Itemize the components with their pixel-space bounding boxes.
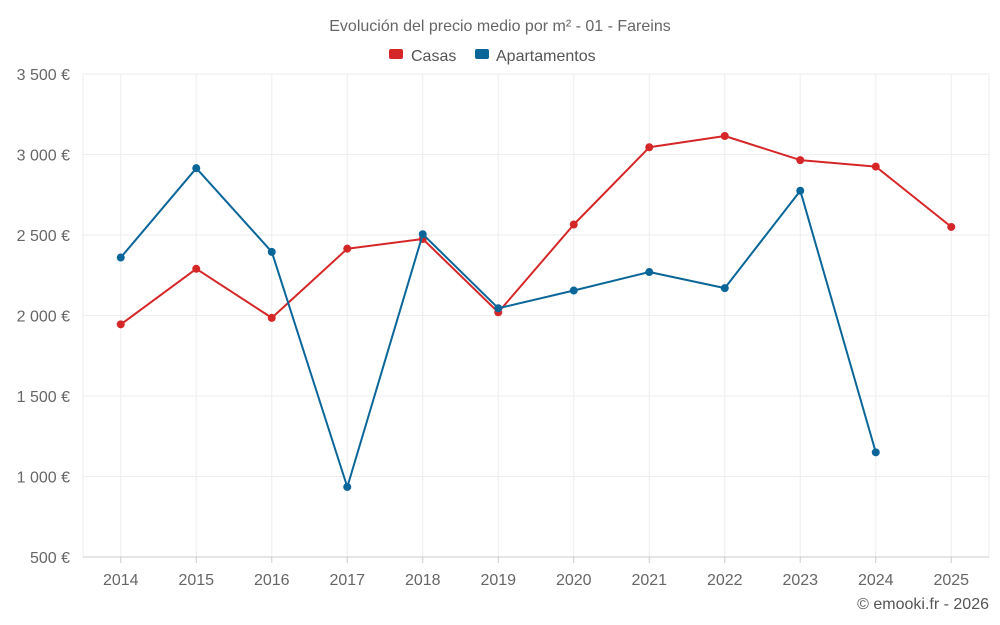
data-point-apartamentos[interactable] [116, 253, 125, 262]
x-tick-label: 2024 [858, 572, 894, 589]
data-point-apartamentos[interactable] [871, 448, 880, 457]
data-point-casas[interactable] [267, 313, 276, 322]
data-point-casas[interactable] [796, 156, 805, 165]
data-point-casas[interactable] [947, 222, 956, 231]
data-point-apartamentos[interactable] [494, 304, 503, 313]
x-tick-label: 2020 [556, 572, 592, 589]
legend-label-casas: Casas [411, 48, 456, 65]
series-line-casas [120, 135, 952, 326]
data-point-apartamentos[interactable] [267, 247, 276, 256]
y-tick-label: 500 € [30, 550, 70, 567]
data-point-apartamentos[interactable] [720, 284, 729, 293]
data-point-casas[interactable] [645, 143, 654, 152]
legend[interactable]: Casas Apartamentos [389, 48, 596, 65]
x-tick-label: 2021 [631, 572, 667, 589]
legend-item-apartamentos[interactable]: Apartamentos [475, 48, 596, 65]
legend-swatch-apartamentos [475, 49, 489, 59]
data-point-casas[interactable] [720, 131, 729, 140]
grid [82, 73, 990, 557]
data-point-casas[interactable] [343, 244, 352, 253]
data-point-apartamentos[interactable] [192, 164, 201, 173]
x-tick-label: 2015 [178, 572, 214, 589]
y-tick-label: 2 000 € [17, 309, 70, 326]
y-tick-label: 1 500 € [17, 389, 70, 406]
x-axis: 2014 2015 2016 2017 2018 2019 2020 2021 2022 2023… [83, 556, 989, 589]
y-axis: 500 € 1 000 € 1 500 € 2 000 € 2 500 € 3 000 €… [17, 67, 70, 567]
data-point-casas[interactable] [569, 220, 578, 229]
x-tick-label: 2017 [329, 572, 365, 589]
legend-item-casas[interactable]: Casas [389, 48, 456, 65]
data-point-apartamentos[interactable] [418, 230, 427, 239]
chart-title: Evolución del precio medio por m² - 01 -… [329, 18, 670, 35]
x-tick-label: 2016 [254, 572, 290, 589]
data-point-casas[interactable] [116, 320, 125, 329]
x-tick-label: 2023 [782, 572, 818, 589]
data-point-apartamentos[interactable] [645, 268, 654, 277]
x-tick-label: 2018 [405, 572, 441, 589]
x-tick-label: 2025 [933, 572, 969, 589]
data-point-apartamentos[interactable] [343, 482, 352, 491]
legend-swatch-casas [389, 49, 403, 59]
y-tick-label: 3 000 € [17, 148, 70, 165]
x-tick-label: 2022 [707, 572, 743, 589]
series-casas [116, 131, 956, 329]
data-point-casas[interactable] [871, 162, 880, 171]
series [116, 131, 956, 491]
credit-text: © emooki.fr - 2026 [857, 596, 989, 613]
y-tick-label: 1 000 € [17, 470, 70, 487]
x-tick-label: 2019 [480, 572, 516, 589]
x-tick-label: 2014 [103, 572, 139, 589]
data-point-casas[interactable] [192, 264, 201, 273]
data-point-apartamentos[interactable] [796, 186, 805, 195]
series-apartamentos [116, 164, 880, 491]
data-point-apartamentos[interactable] [569, 286, 578, 295]
y-tick-label: 3 500 € [17, 67, 70, 84]
legend-label-apartamentos: Apartamentos [496, 48, 596, 65]
y-tick-label: 2 500 € [17, 228, 70, 245]
